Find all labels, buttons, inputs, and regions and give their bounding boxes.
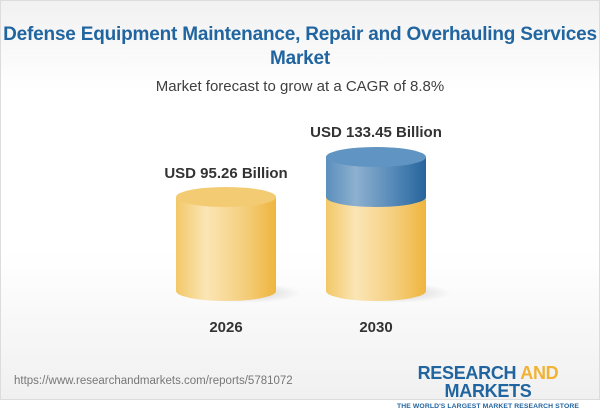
logo-markets: MARKETS [444, 381, 532, 401]
research-and-markets-logo[interactable]: RESEARCH AND MARKETS THE WORLD'S LARGEST… [383, 364, 593, 410]
source-url[interactable]: https://www.researchandmarkets.com/repor… [14, 375, 293, 387]
bar-value-label-2030: USD 133.45 Billion [310, 124, 442, 141]
logo-and: AND [520, 363, 559, 383]
cylinder-2026 [176, 187, 276, 301]
bar-value-label-2026: USD 95.26 Billion [164, 165, 288, 182]
cylinder-chart [176, 147, 451, 303]
x-label-2026: 2026 [209, 319, 243, 336]
cylinder-2030 [326, 147, 426, 301]
x-label-2030: 2030 [359, 319, 393, 336]
growth-segment-2030 [326, 157, 426, 207]
chart-subtitle: Market forecast to grow at a CAGR of 8.8… [155, 78, 445, 95]
logo-wordmark: RESEARCH AND MARKETS [383, 364, 593, 400]
logo-tagline: THE WORLD'S LARGEST MARKET RESEARCH STOR… [397, 403, 579, 410]
logo-research: RESEARCH [417, 363, 521, 383]
chart-title: Defense Equipment Maintenance, Repair an… [3, 24, 597, 69]
